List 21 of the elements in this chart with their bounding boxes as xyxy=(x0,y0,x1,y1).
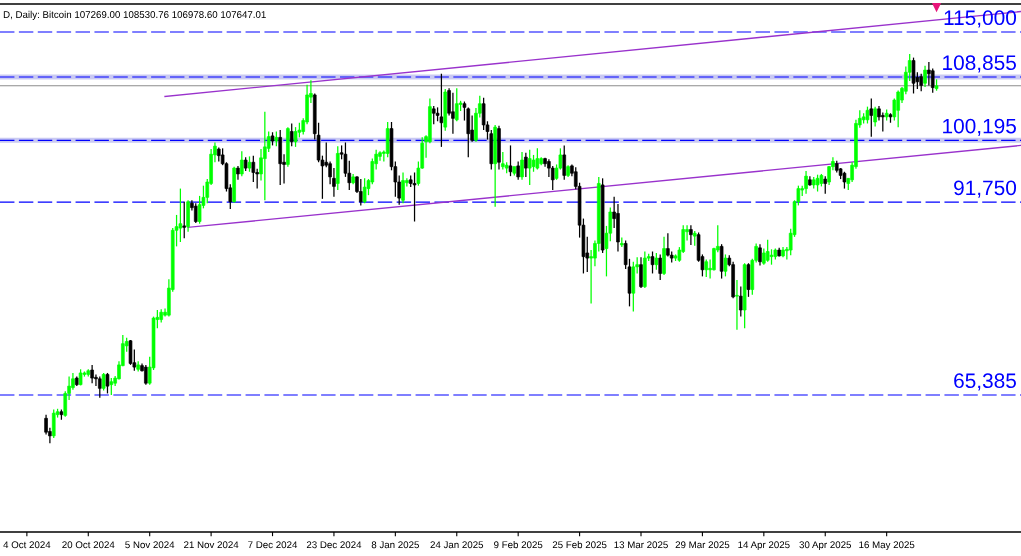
x-tick-label: 24 Jan 2025 xyxy=(430,541,484,549)
x-tick-label: 23 Dec 2024 xyxy=(306,541,362,549)
x-tick-label: 29 Mar 2025 xyxy=(675,541,730,549)
x-tick-label: 13 Mar 2025 xyxy=(614,541,668,549)
x-tick-label: 7 Dec 2024 xyxy=(248,541,298,549)
ref-line-label: 91,750 xyxy=(954,180,1017,198)
ref-line-label: 115,000 xyxy=(944,10,1017,28)
ref-line-label: 65,385 xyxy=(954,373,1016,391)
x-tick-label: 9 Feb 2025 xyxy=(494,541,543,549)
ref-line-label: 108,855 xyxy=(943,55,1016,73)
x-tick-label: 14 Apr 2025 xyxy=(738,541,790,551)
x-tick-label: 5 Nov 2024 xyxy=(125,541,175,549)
ref-line-label: 100,195 xyxy=(943,118,1016,136)
text: D, Daily: Bitcoin 107269.00 108530.76 106978.60 107647.01 xyxy=(3,10,266,20)
x-tick-label: 8 Jan 2025 xyxy=(371,541,419,549)
x-tick-label: 21 Nov 2024 xyxy=(184,541,239,549)
x-tick-label: 16 May 2025 xyxy=(859,541,915,551)
x-tick-label: 4 Oct 2024 xyxy=(3,541,51,549)
x-tick-label: 25 Feb 2025 xyxy=(552,541,607,549)
x-tick-label: 20 Oct 2024 xyxy=(62,541,115,549)
x-tick-label: 30 Apr 2025 xyxy=(799,541,852,551)
